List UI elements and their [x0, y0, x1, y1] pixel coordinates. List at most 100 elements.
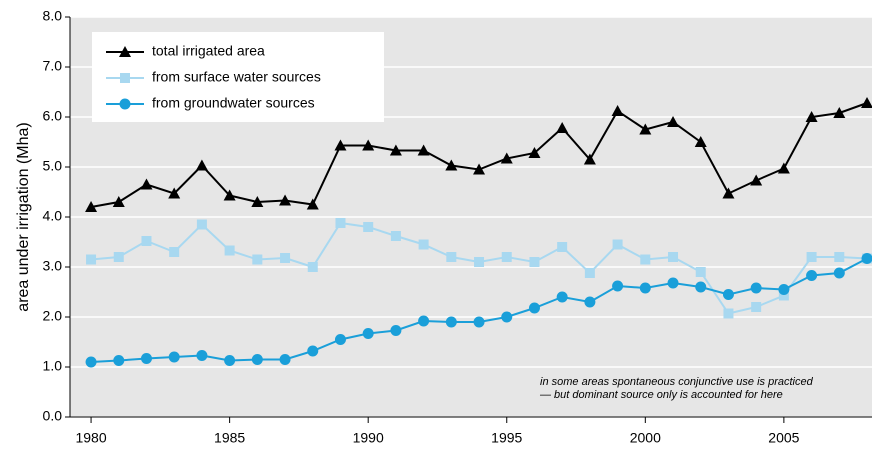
y-axis-label: area under irrigation (Mha): [15, 122, 32, 311]
marker: [119, 98, 131, 110]
marker: [446, 252, 457, 262]
marker: [86, 254, 97, 265]
y-tick-label: 4.0: [43, 208, 63, 224]
marker: [529, 257, 540, 267]
marker: [751, 302, 762, 312]
marker: [640, 254, 651, 265]
marker: [750, 174, 763, 186]
marker: [140, 178, 153, 190]
legend: total irrigated area from surface water s…: [92, 32, 384, 122]
marker: [113, 252, 124, 262]
marker: [445, 159, 458, 171]
y-tick-label: 7.0: [43, 58, 63, 74]
marker: [861, 253, 872, 264]
marker: [251, 354, 263, 365]
marker: [722, 187, 735, 199]
marker: [695, 267, 706, 277]
marker: [668, 252, 679, 262]
y-tick-label: 8.0: [43, 8, 63, 24]
marker: [556, 291, 568, 303]
marker: [120, 73, 130, 83]
marker: [777, 162, 790, 174]
legend-label: total irrigated area: [152, 43, 265, 59]
marker: [557, 242, 568, 252]
marker: [224, 355, 236, 366]
marker: [694, 136, 707, 147]
marker: [639, 123, 652, 135]
marker: [833, 107, 846, 118]
marker: [474, 257, 485, 267]
marker: [584, 268, 595, 278]
marker: [168, 351, 180, 363]
marker: [223, 189, 236, 201]
marker: [750, 282, 762, 294]
y-tick-label: 0.0: [43, 408, 63, 424]
marker: [695, 281, 707, 293]
y-tick-label: 3.0: [43, 258, 63, 274]
marker: [722, 289, 734, 300]
marker: [778, 290, 789, 301]
marker: [723, 308, 734, 319]
marker: [528, 147, 541, 158]
marker: [251, 196, 264, 207]
marker: [473, 316, 485, 328]
marker: [611, 105, 624, 116]
marker: [196, 350, 208, 361]
marker: [307, 262, 318, 272]
marker: [363, 222, 374, 232]
marker: [362, 139, 375, 151]
annotation: — but dominant source only is accounted …: [539, 389, 783, 401]
marker: [362, 328, 374, 339]
marker: [85, 356, 97, 368]
marker: [805, 111, 818, 122]
marker: [612, 239, 623, 250]
marker: [169, 247, 180, 257]
legend-label: from surface water sources: [152, 69, 321, 85]
y-tick-label: 1.0: [43, 358, 63, 374]
y-tick-label: 6.0: [43, 108, 63, 124]
marker: [500, 152, 513, 164]
x-tick-label: 1980: [75, 430, 106, 446]
marker: [833, 267, 845, 279]
marker: [418, 315, 430, 327]
marker: [778, 284, 790, 295]
marker: [140, 353, 152, 364]
marker: [612, 280, 624, 292]
marker: [252, 254, 263, 265]
marker: [501, 311, 513, 323]
marker: [196, 219, 207, 230]
x-tick-label: 2005: [768, 430, 799, 446]
marker: [195, 159, 208, 171]
x-tick-label: 2000: [630, 430, 661, 446]
marker: [280, 253, 291, 263]
marker: [334, 334, 346, 345]
y-tick-label: 2.0: [43, 308, 63, 324]
x-tick-label: 1995: [491, 430, 522, 446]
marker: [418, 239, 429, 250]
marker: [141, 236, 152, 246]
marker: [335, 218, 346, 228]
x-tick-label: 1985: [214, 430, 245, 446]
marker: [861, 97, 872, 108]
marker: [556, 122, 569, 133]
marker: [390, 325, 402, 336]
marker: [806, 270, 818, 281]
marker: [834, 252, 845, 262]
marker: [583, 153, 596, 165]
marker: [119, 46, 131, 57]
x-tick-label: 1990: [353, 430, 384, 446]
marker: [279, 194, 292, 206]
marker: [501, 252, 512, 262]
marker: [85, 201, 98, 212]
marker: [445, 316, 457, 328]
y-tick-label: 5.0: [43, 158, 63, 174]
marker: [306, 198, 319, 210]
marker: [806, 252, 817, 262]
marker: [112, 196, 125, 207]
marker: [667, 277, 679, 289]
marker: [473, 163, 486, 175]
marker: [334, 139, 347, 151]
marker: [389, 144, 402, 156]
